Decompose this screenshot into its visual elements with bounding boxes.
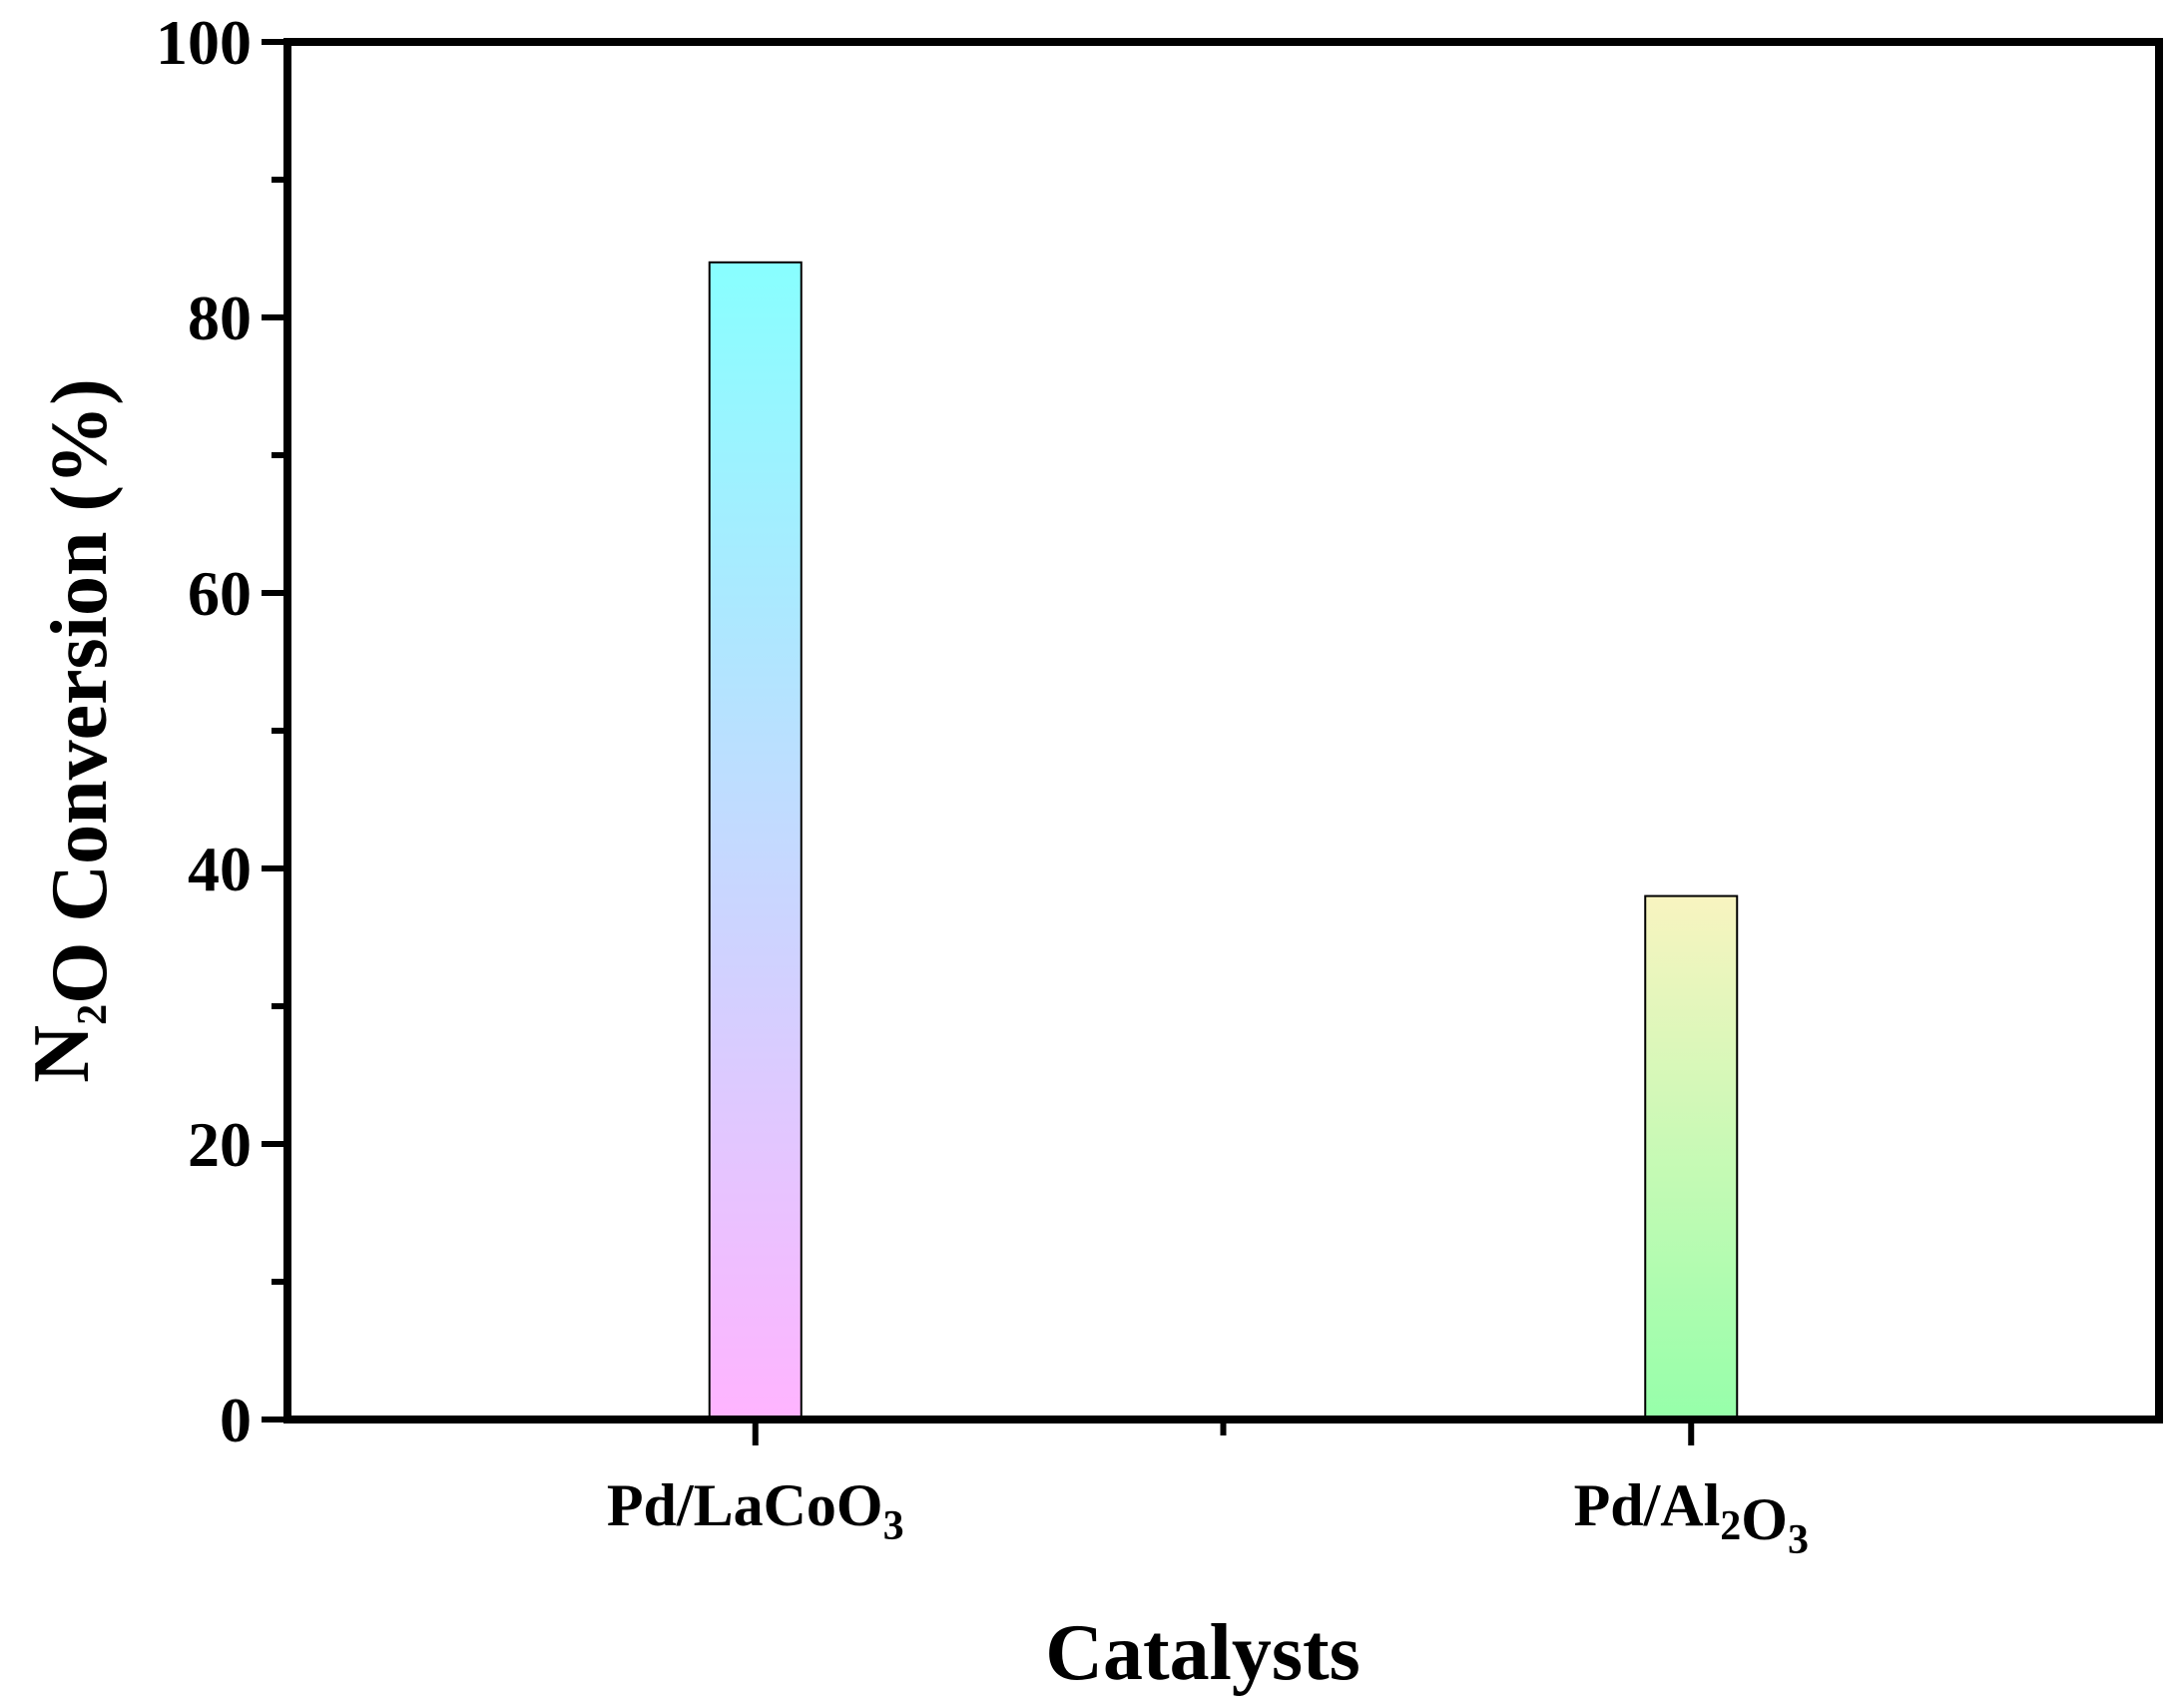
- y-axis-title: N2O Conversion (%): [18, 378, 124, 1082]
- y-tick-label: 20: [188, 1109, 252, 1180]
- bars-group: [708, 261, 1739, 1421]
- plot-frame: [283, 38, 2163, 1423]
- labels-group: Pd/LaCoO3 Pd/Al2O3 0 20 40 60 80 100 Catalysts N2…: [18, 7, 1809, 1697]
- y-tick-label: 100: [156, 7, 252, 78]
- y-tick-label: 40: [188, 834, 252, 904]
- bar-2: [1644, 894, 1739, 1421]
- x-tick-label-2: Pd/Al2O3: [1574, 1472, 1809, 1563]
- bar-1: [708, 261, 803, 1421]
- y-tick-label: 60: [188, 558, 252, 629]
- y-tick-label: 0: [220, 1385, 252, 1455]
- ticks-group: [262, 39, 1695, 1445]
- x-tick-label-1: Pd/LaCoO3: [607, 1472, 904, 1549]
- y-tick-label: 80: [188, 283, 252, 353]
- x-axis-title: Catalysts: [1045, 1609, 1360, 1697]
